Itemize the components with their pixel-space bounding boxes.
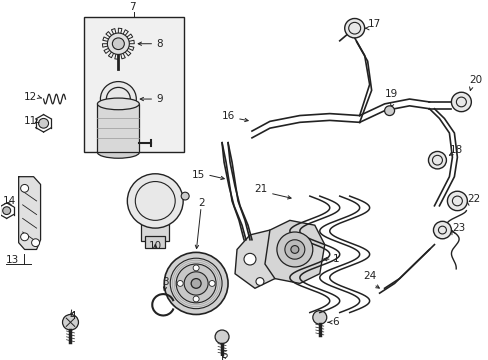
Text: 9: 9	[156, 94, 163, 104]
Text: 22: 22	[467, 194, 480, 204]
Circle shape	[62, 315, 78, 330]
Circle shape	[215, 330, 228, 343]
Text: 24: 24	[362, 270, 375, 280]
Text: 17: 17	[367, 19, 380, 29]
Circle shape	[127, 174, 183, 228]
Circle shape	[176, 264, 216, 303]
Text: 10: 10	[148, 242, 162, 251]
Circle shape	[290, 246, 298, 253]
Circle shape	[177, 280, 183, 286]
Circle shape	[39, 118, 48, 128]
Circle shape	[432, 221, 450, 239]
Ellipse shape	[97, 98, 139, 110]
Circle shape	[106, 87, 130, 111]
Text: 2: 2	[198, 198, 204, 208]
Text: 23: 23	[451, 223, 465, 233]
Polygon shape	[264, 220, 324, 283]
Polygon shape	[19, 177, 41, 249]
Text: 5: 5	[220, 350, 227, 360]
Circle shape	[20, 233, 29, 241]
Circle shape	[112, 38, 124, 50]
Circle shape	[209, 280, 215, 286]
Text: 13: 13	[6, 255, 19, 265]
Text: 16: 16	[222, 111, 235, 121]
Text: 1: 1	[332, 254, 339, 264]
Circle shape	[100, 82, 136, 117]
Circle shape	[285, 240, 304, 259]
Ellipse shape	[97, 147, 139, 158]
Circle shape	[447, 191, 467, 211]
Circle shape	[193, 296, 199, 302]
Text: 21: 21	[254, 184, 267, 194]
Text: 12: 12	[23, 92, 37, 102]
Circle shape	[164, 252, 227, 315]
Polygon shape	[235, 230, 274, 288]
Circle shape	[450, 92, 470, 112]
Text: 14: 14	[2, 196, 16, 206]
Text: 18: 18	[448, 145, 462, 156]
Text: 11: 11	[23, 116, 37, 126]
Circle shape	[276, 232, 312, 267]
Circle shape	[427, 152, 446, 169]
Circle shape	[244, 253, 255, 265]
Text: 6: 6	[331, 317, 338, 327]
Circle shape	[191, 279, 201, 288]
Bar	[145, 236, 165, 248]
Circle shape	[312, 311, 326, 324]
Circle shape	[20, 184, 29, 192]
Text: 15: 15	[191, 170, 204, 180]
Circle shape	[184, 272, 208, 295]
Circle shape	[181, 192, 189, 200]
Circle shape	[32, 239, 40, 247]
Text: 7: 7	[129, 2, 135, 12]
Bar	[84, 17, 184, 152]
Bar	[141, 223, 169, 241]
Circle shape	[344, 18, 364, 38]
Text: 4: 4	[69, 311, 76, 321]
Circle shape	[255, 278, 264, 285]
Text: 8: 8	[156, 39, 163, 49]
Text: 3: 3	[162, 277, 168, 287]
Circle shape	[384, 106, 394, 116]
Bar	[97, 104, 139, 152]
Text: 19: 19	[384, 89, 397, 99]
Text: 20: 20	[468, 75, 482, 85]
Circle shape	[193, 265, 199, 271]
Circle shape	[107, 33, 129, 54]
Circle shape	[2, 207, 11, 215]
